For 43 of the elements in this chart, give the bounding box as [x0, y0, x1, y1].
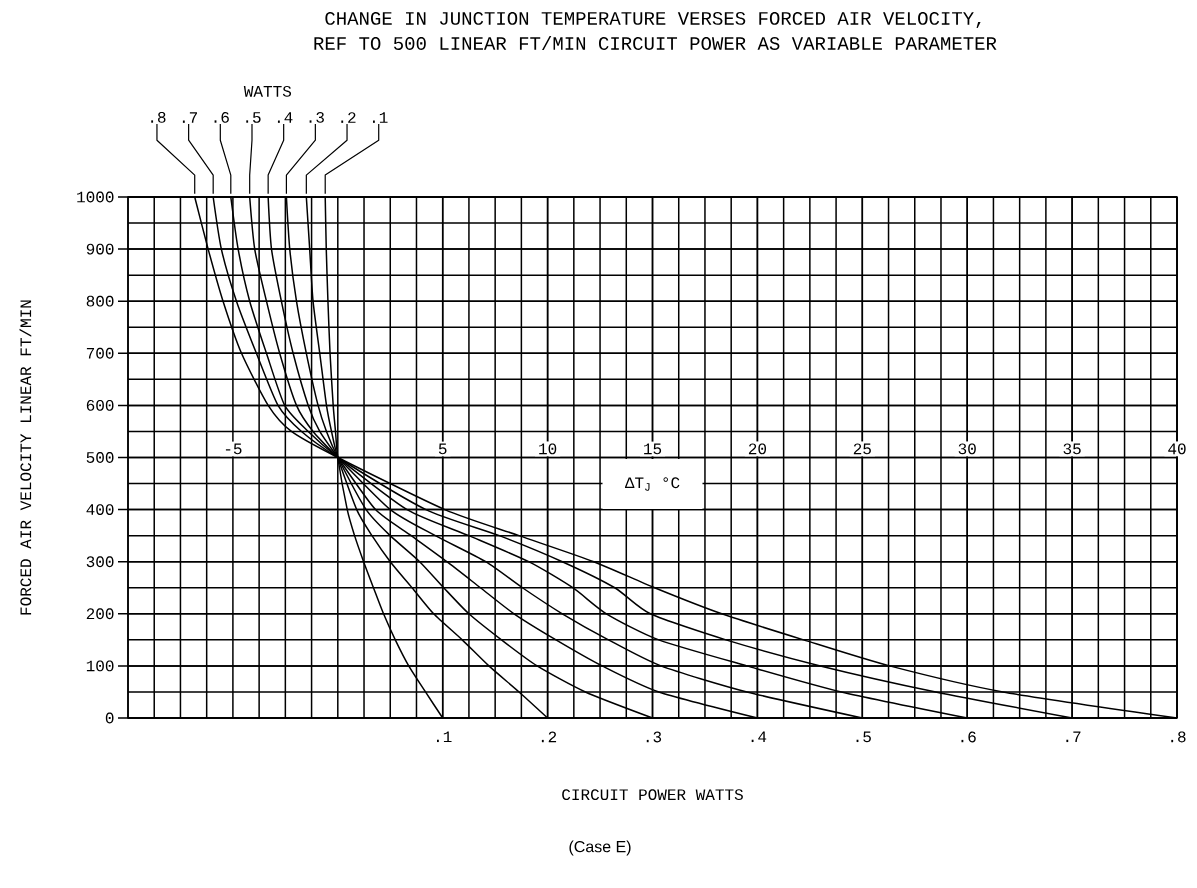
y-tick-label: 1000 [77, 191, 114, 203]
y-tick-label: 800 [86, 295, 114, 307]
y-tick-label: 300 [86, 556, 114, 568]
x2-tick-label: .2 [541, 731, 557, 743]
x2-axis-title: CIRCUIT POWER WATTS [562, 789, 743, 801]
y-tick-label: 400 [86, 504, 114, 516]
y-tick-label: 500 [86, 452, 114, 463]
x-tick-label: 25 [853, 443, 871, 455]
text: (Case E) [569, 840, 631, 856]
text: .6 [214, 111, 229, 123]
y-tick-label: 700 [86, 347, 114, 359]
x-tick-label: -5 [225, 443, 242, 455]
x-tick-label: 5 [438, 443, 447, 455]
text: .7 [182, 112, 197, 123]
text: ΔT$_{J}$ °C [624, 477, 680, 491]
y-axis-title: FORCED AIR VELOCITY LINEAR FT/MIN [19, 300, 32, 615]
x2-tick-label: .8 [1171, 731, 1186, 743]
chart-subtitle: REF TO 500 LINEAR FT/MIN CIRCUIT POWER AS VARIABLE PARAMETER [314, 36, 997, 50]
x-tick-label: 20 [748, 443, 767, 455]
x2-tick-label: .4 [751, 731, 767, 743]
y-tick-label: 0 [105, 712, 114, 724]
x2-tick-label: .7 [1066, 731, 1081, 743]
y-tick-label: 600 [86, 399, 114, 411]
x-tick-label: 30 [958, 443, 976, 455]
x-tick-label: 15 [644, 443, 662, 455]
x2-tick-label: .3 [646, 731, 662, 743]
legend-title: WATTS [243, 85, 292, 97]
x2-tick-label: .1 [436, 731, 452, 743]
y-tick-label: 900 [86, 243, 114, 255]
chart-title: CHANGE IN JUNCTION TEMPERATURE VERSES FORCED AIR VELOCITY, [325, 11, 981, 29]
text: .5 [246, 112, 261, 123]
x-tick-label: 10 [539, 443, 557, 455]
y-tick-label: 200 [86, 608, 114, 620]
x2-tick-label: .5 [856, 731, 871, 743]
y-tick-label: 100 [86, 660, 114, 672]
x-tick-label: 35 [1063, 443, 1081, 455]
text: .3 [309, 111, 324, 123]
x2-tick-label: .6 [961, 731, 976, 743]
text: .1 [372, 112, 388, 123]
text: .2 [341, 112, 356, 123]
x-tick-label: 40 [1168, 443, 1186, 455]
text: .4 [277, 112, 293, 123]
text: .8 [151, 111, 166, 123]
